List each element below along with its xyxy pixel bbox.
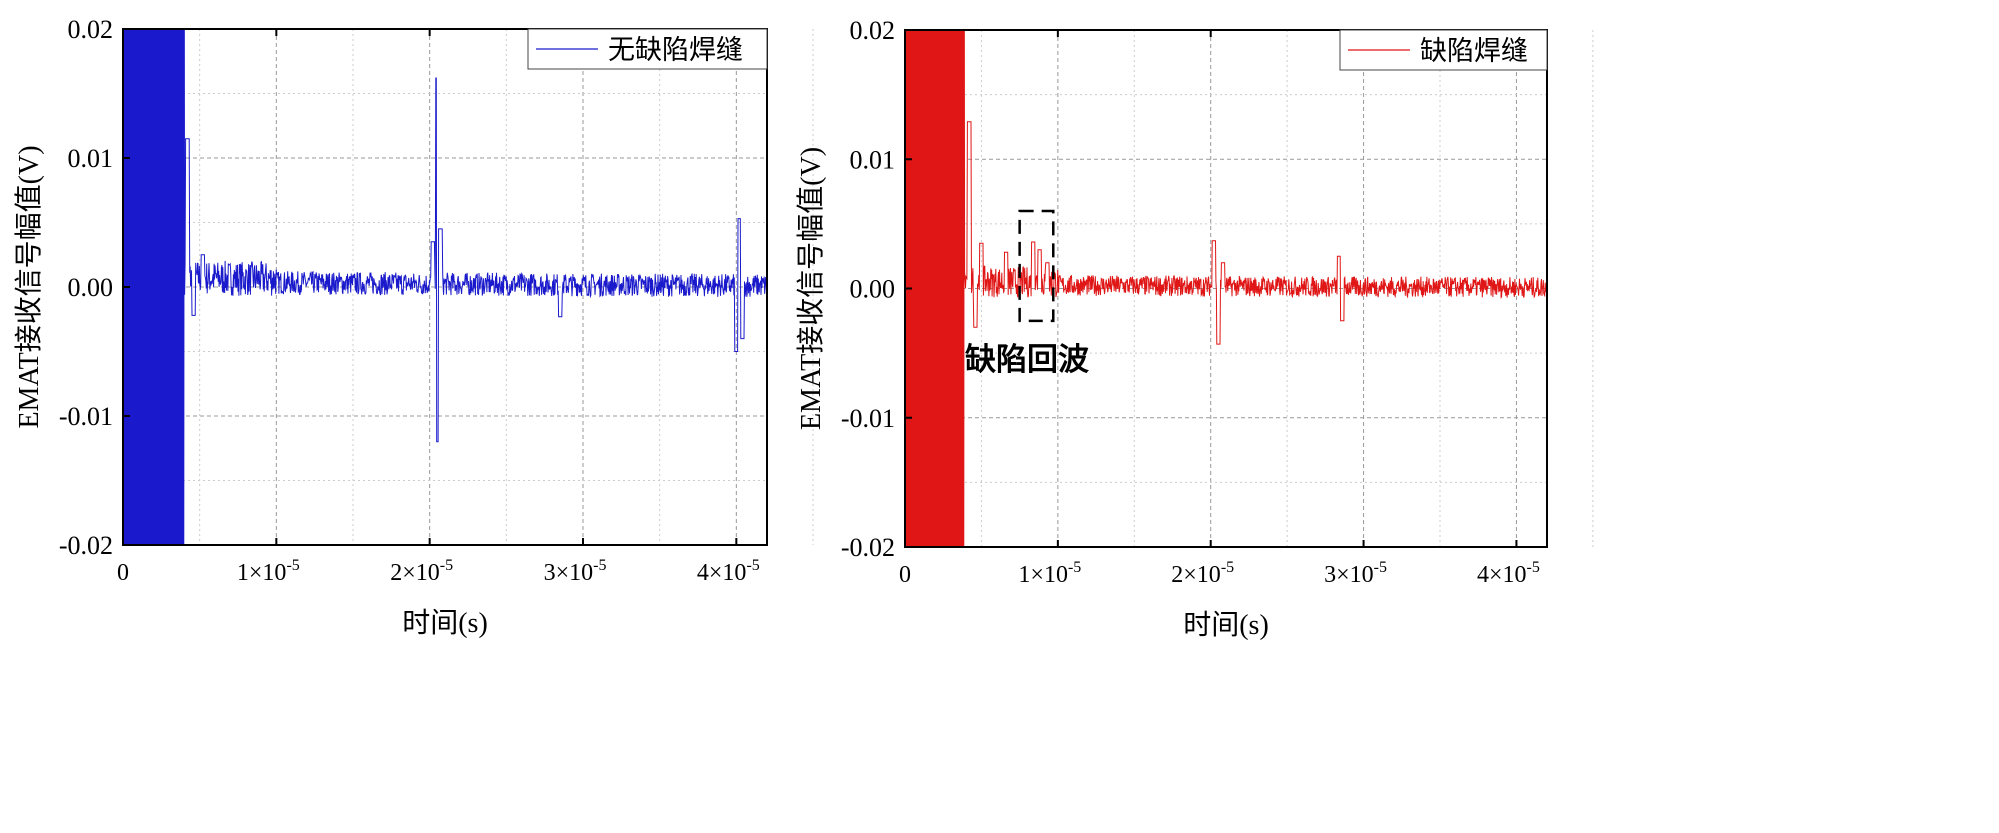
y-tick-label: 0.01: [68, 144, 114, 173]
defect-echo-box: [1018, 209, 1055, 323]
plot-no-defect: 0 1×10-5 2×10-5 3×10-5 4×10-5 0.02 0.01 0.00 -0.…: [13, 15, 814, 639]
x-tick-exponent: -5: [1221, 559, 1234, 576]
legend-label: 缺陷焊缝: [1420, 36, 1528, 66]
x-tick-label: 0: [117, 560, 129, 586]
legend-label: 无缺陷焊缝: [608, 35, 743, 65]
y-tick-label: 0.02: [68, 15, 114, 44]
x-tick-label: 1×10-5: [1018, 559, 1081, 588]
x-tick-exponent: -5: [593, 557, 606, 574]
y-tick-label: 0.01: [850, 145, 896, 174]
x-tick-label: 2×10-5: [390, 557, 453, 586]
x-tick-exponent: -5: [440, 557, 453, 574]
y-tick-label: -0.02: [59, 531, 113, 560]
x-axis-label: 时间(s): [402, 607, 488, 639]
y-tick-label: -0.02: [841, 533, 895, 562]
x-tick-exponent: -5: [1527, 559, 1540, 576]
defect-echo-label: 缺陷回波: [965, 342, 1089, 377]
x-tick-label: 2×10-5: [1171, 559, 1234, 588]
y-tick-label: -0.01: [841, 404, 895, 433]
y-tick-label: 0.00: [850, 275, 896, 304]
x-tick-exponent: -5: [1374, 559, 1387, 576]
x-tick-label: 4×10-5: [697, 557, 760, 586]
y-tick-label: -0.01: [59, 402, 113, 431]
y-axis-label: EMAT接收信号幅值(V): [795, 147, 827, 430]
series-line-defect: [905, 30, 1547, 547]
x-tick-label: 0: [899, 562, 911, 588]
x-tick-exponent: -5: [746, 557, 759, 574]
x-tick-label: 3×10-5: [544, 557, 607, 586]
y-tick-label: 0.02: [850, 16, 896, 45]
plot-defect: 0 1×10-5 2×10-5 3×10-5 4×10-5 0.02 0.01 0.00 -0.…: [795, 16, 1594, 641]
x-tick-exponent: -5: [1068, 559, 1081, 576]
x-tick-label: 4×10-5: [1477, 559, 1540, 588]
y-axis-label: EMAT接收信号幅值(V): [13, 145, 45, 428]
x-tick-label: 1×10-5: [237, 557, 300, 586]
y-tick-label: 0.00: [68, 273, 114, 302]
series-line-no-defect: [123, 29, 767, 545]
x-axis-label: 时间(s): [1183, 609, 1269, 641]
x-tick-exponent: -5: [286, 557, 299, 574]
x-tick-label: 3×10-5: [1324, 559, 1387, 588]
